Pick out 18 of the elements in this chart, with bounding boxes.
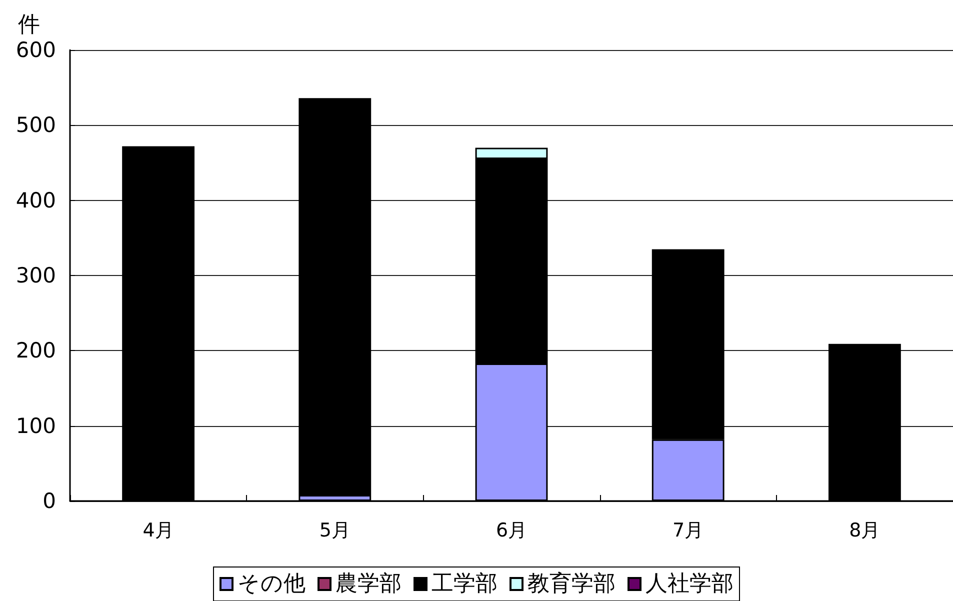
legend-label: 工学部 (432, 572, 498, 596)
x-tick-label: 4月 (142, 520, 174, 542)
legend-label: 農学部 (336, 572, 402, 596)
y-tick-label: 200 (16, 338, 56, 363)
y-axis-title: 件 (18, 12, 40, 38)
legend-label: 教育学部 (528, 570, 616, 596)
y-tick-label: 0 (42, 489, 56, 513)
x-tick-label: 8月 (849, 520, 880, 542)
y-tick-label: 100 (16, 414, 56, 438)
x-tick-label: 6月 (496, 520, 528, 542)
y-tick-label: 600 (16, 38, 56, 62)
x-tick-label: 7月 (672, 520, 704, 542)
y-tick-label: 500 (16, 113, 56, 138)
y-tick-label: 300 (16, 264, 56, 288)
y-tick-label: 400 (16, 188, 56, 212)
x-tick-label: 5月 (319, 520, 350, 542)
legend-label: 人社学部 (646, 572, 734, 596)
legend-label: その他 (238, 572, 306, 596)
